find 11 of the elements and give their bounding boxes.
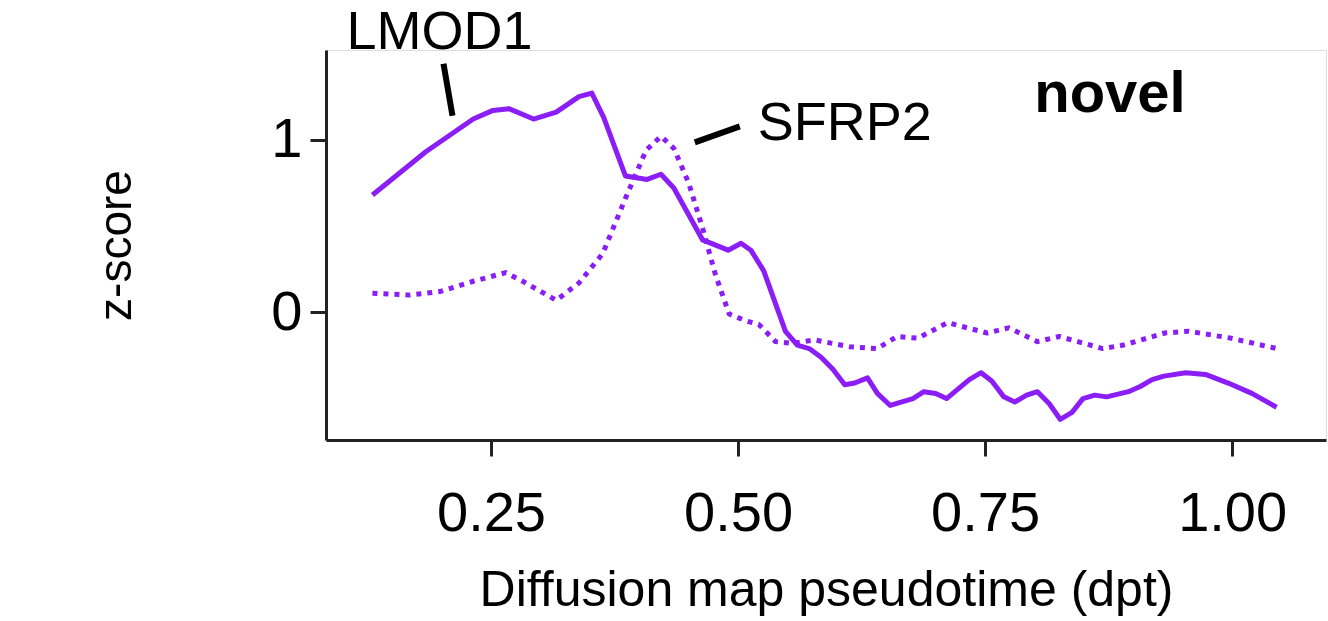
y-tick-label: 1 bbox=[271, 106, 303, 170]
x-axis-title: Diffusion map pseudotime (dpt) bbox=[479, 560, 1174, 617]
x-tick-label: 0.50 bbox=[684, 479, 794, 543]
y-axis-title: z-score bbox=[89, 170, 142, 321]
annotation: LMOD1 bbox=[346, 0, 533, 60]
annotation: SFRP2 bbox=[757, 91, 932, 152]
x-tick-label: 0.75 bbox=[931, 479, 1041, 543]
x-tick-label: 1.00 bbox=[1178, 479, 1288, 543]
x-tick-label: 0.25 bbox=[437, 479, 547, 543]
y-tick-label: 0 bbox=[271, 278, 303, 342]
annotation: novel bbox=[1034, 59, 1186, 124]
